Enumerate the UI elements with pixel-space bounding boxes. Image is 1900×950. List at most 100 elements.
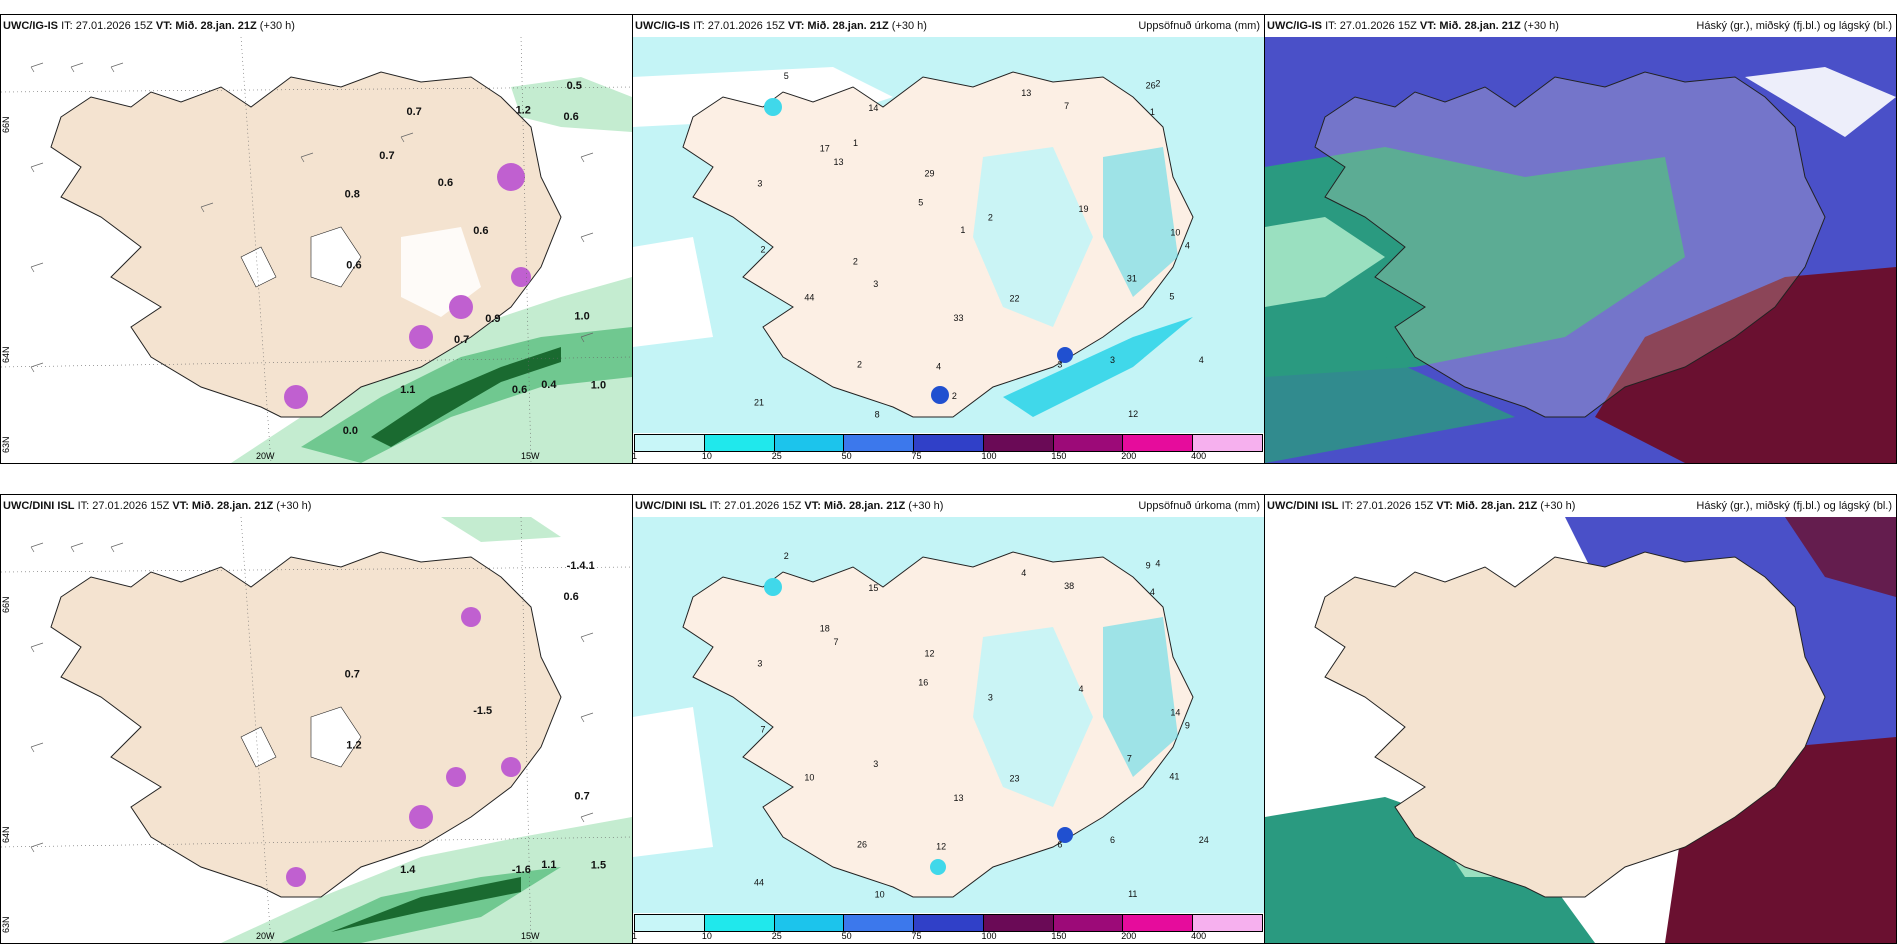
valid-time-label: VT:: [787, 20, 805, 32]
value-label: 13: [954, 793, 964, 803]
value-label: 7: [834, 637, 839, 647]
map-canvas[interactable]: [1265, 37, 1896, 463]
value-label: 0.7: [574, 790, 589, 802]
panel-igis-precip: UWC/IG-IS IT: 27.01.2026 15Z VT: Mið. 28…: [632, 14, 1265, 464]
value-label: 4: [1079, 684, 1084, 694]
value-label: 1.1: [541, 859, 556, 871]
panel-header: UWC/DINI ISL IT: 27.01.2026 15Z VT: Mið.…: [633, 495, 1264, 517]
model-name: UWC/DINI ISL: [1267, 500, 1339, 512]
value-label: 21: [754, 397, 764, 407]
valid-time: Mið. 28.jan. 21Z: [823, 500, 906, 512]
map-canvas[interactable]: 66N 64N 63N 20W 15W 0.6 1.2 -1.6 -1.5 -1.4.1…: [1, 517, 632, 943]
valid-time-label: VT:: [804, 500, 821, 512]
lon-label-15: 15W: [521, 931, 540, 941]
colorbar-cell: [774, 915, 845, 931]
panel-header: UWC/DINI ISL IT: 27.01.2026 15Z VT: Mið.…: [1265, 495, 1896, 517]
lead-time: (+30 h): [908, 500, 944, 512]
value-label: 18: [820, 623, 830, 633]
panel-dini-wind: UWC/DINI ISL IT: 27.01.2026 15Z VT: Mið.…: [0, 494, 633, 944]
value-label: 0.7: [407, 106, 422, 118]
value-label: 22: [1010, 294, 1020, 304]
value-label: -1.4.1: [567, 560, 595, 572]
value-label: 0.0: [343, 425, 358, 437]
colorbar-cell: [983, 915, 1054, 931]
valid-time: Mið. 28.jan. 21Z: [191, 500, 274, 512]
colorbar-labels: 1 10 25 50 75 100 150 200 400: [633, 931, 1263, 941]
value-label: 1.5: [591, 859, 606, 871]
value-label: 19: [1079, 204, 1089, 214]
colorbar-cell: [635, 435, 705, 451]
colorbar-label: 100: [981, 451, 997, 461]
lon-label-15: 15W: [521, 451, 540, 461]
value-label: 4: [1199, 355, 1204, 365]
colorbar-cell: [1053, 435, 1124, 451]
colorbar-label: 200: [1121, 451, 1137, 461]
value-label: 3: [1110, 355, 1115, 365]
colorbar-label: 400: [1191, 931, 1207, 941]
lat-label-63: 63N: [1, 916, 11, 933]
value-label: 1: [853, 138, 858, 148]
colorbar-cell: [1193, 435, 1263, 451]
value-label: 7: [761, 725, 766, 735]
lon-label-20: 20W: [256, 931, 275, 941]
value-label: 3: [757, 659, 762, 669]
model-name: UWC/IG-IS: [3, 20, 58, 32]
field-title: Háský (gr.), miðský (fj.bl.) og lágský (…: [1696, 20, 1892, 32]
lat-label-63: 63N: [1, 436, 11, 453]
value-label: 17: [820, 143, 830, 153]
colorbar-label: 50: [841, 451, 852, 461]
value-label: 44: [804, 292, 814, 302]
value-label: 5: [784, 71, 789, 81]
map-canvas[interactable]: 66N 64N 63N 20W 15W 0.60.60.60.60.50.80.…: [1, 37, 632, 463]
lead-time: (+30 h): [259, 20, 295, 32]
precip-band-nw: [511, 77, 632, 132]
value-label: 1.1: [400, 384, 415, 396]
colorbar-label: 150: [1051, 931, 1067, 941]
model-name: UWC/DINI ISL: [3, 500, 75, 512]
value-label: 15: [868, 583, 878, 593]
valid-time-label: VT:: [1419, 20, 1437, 32]
value-label: 11: [1128, 889, 1137, 899]
value-label: 0.8: [345, 188, 360, 200]
value-label: 12: [1128, 409, 1138, 419]
colorbar-cell: [1123, 435, 1194, 451]
init-time: IT: 27.01.2026 15Z: [1341, 500, 1434, 512]
lat-label-66: 66N: [1, 596, 11, 613]
value-label: 16: [918, 678, 928, 688]
value-label: 14: [868, 103, 878, 113]
colorbar-label: 100: [981, 931, 997, 941]
value-label: 2: [1155, 79, 1160, 89]
iceland-land: [682, 71, 1194, 418]
value-label: 0.6: [346, 260, 361, 272]
precip-values: 0.6 0.6 0.6 0.6 0.5 0.8 0.4 1.0 1.1 1.0 1.2 0.9 0.7 0…: [343, 80, 606, 437]
value-label: 2: [952, 391, 957, 401]
colorbar-cell: [1123, 915, 1194, 931]
value-label: 4: [1021, 568, 1026, 578]
value-label: 3: [757, 179, 762, 189]
value-label: 31: [1127, 274, 1137, 284]
value-label: 4: [1155, 559, 1160, 569]
init-time: IT: 27.01.2026 15Z: [693, 20, 785, 32]
value-label: 10: [1170, 228, 1180, 238]
model-name: UWC/IG-IS: [1267, 20, 1322, 32]
colorbar-label: 1: [632, 451, 638, 461]
field-title: Uppsöfnuð úrkoma (mm): [1138, 20, 1260, 32]
map-canvas[interactable]: [1265, 517, 1896, 943]
value-label: 0.6: [438, 177, 453, 189]
value-label: 0.6: [512, 384, 527, 396]
lead-time: (+30 h): [276, 500, 312, 512]
colorbar-cell: [1053, 915, 1124, 931]
value-label: 10: [804, 772, 814, 782]
colorbar-cells: [634, 914, 1263, 932]
value-label: 3: [873, 279, 878, 289]
colorbar-label: 75: [911, 451, 922, 461]
panel-header: UWC/IG-IS IT: 27.01.2026 15Z VT: Mið. 28…: [1265, 15, 1896, 37]
init-time: IT: 27.01.2026 15Z: [77, 500, 170, 512]
colorbar: 1 10 25 50 75 100 150 200 400: [633, 914, 1263, 942]
value-label: 6: [1057, 839, 1062, 849]
model-name: UWC/IG-IS: [635, 20, 690, 32]
valid-time: Mið. 28.jan. 21Z: [1455, 500, 1538, 512]
